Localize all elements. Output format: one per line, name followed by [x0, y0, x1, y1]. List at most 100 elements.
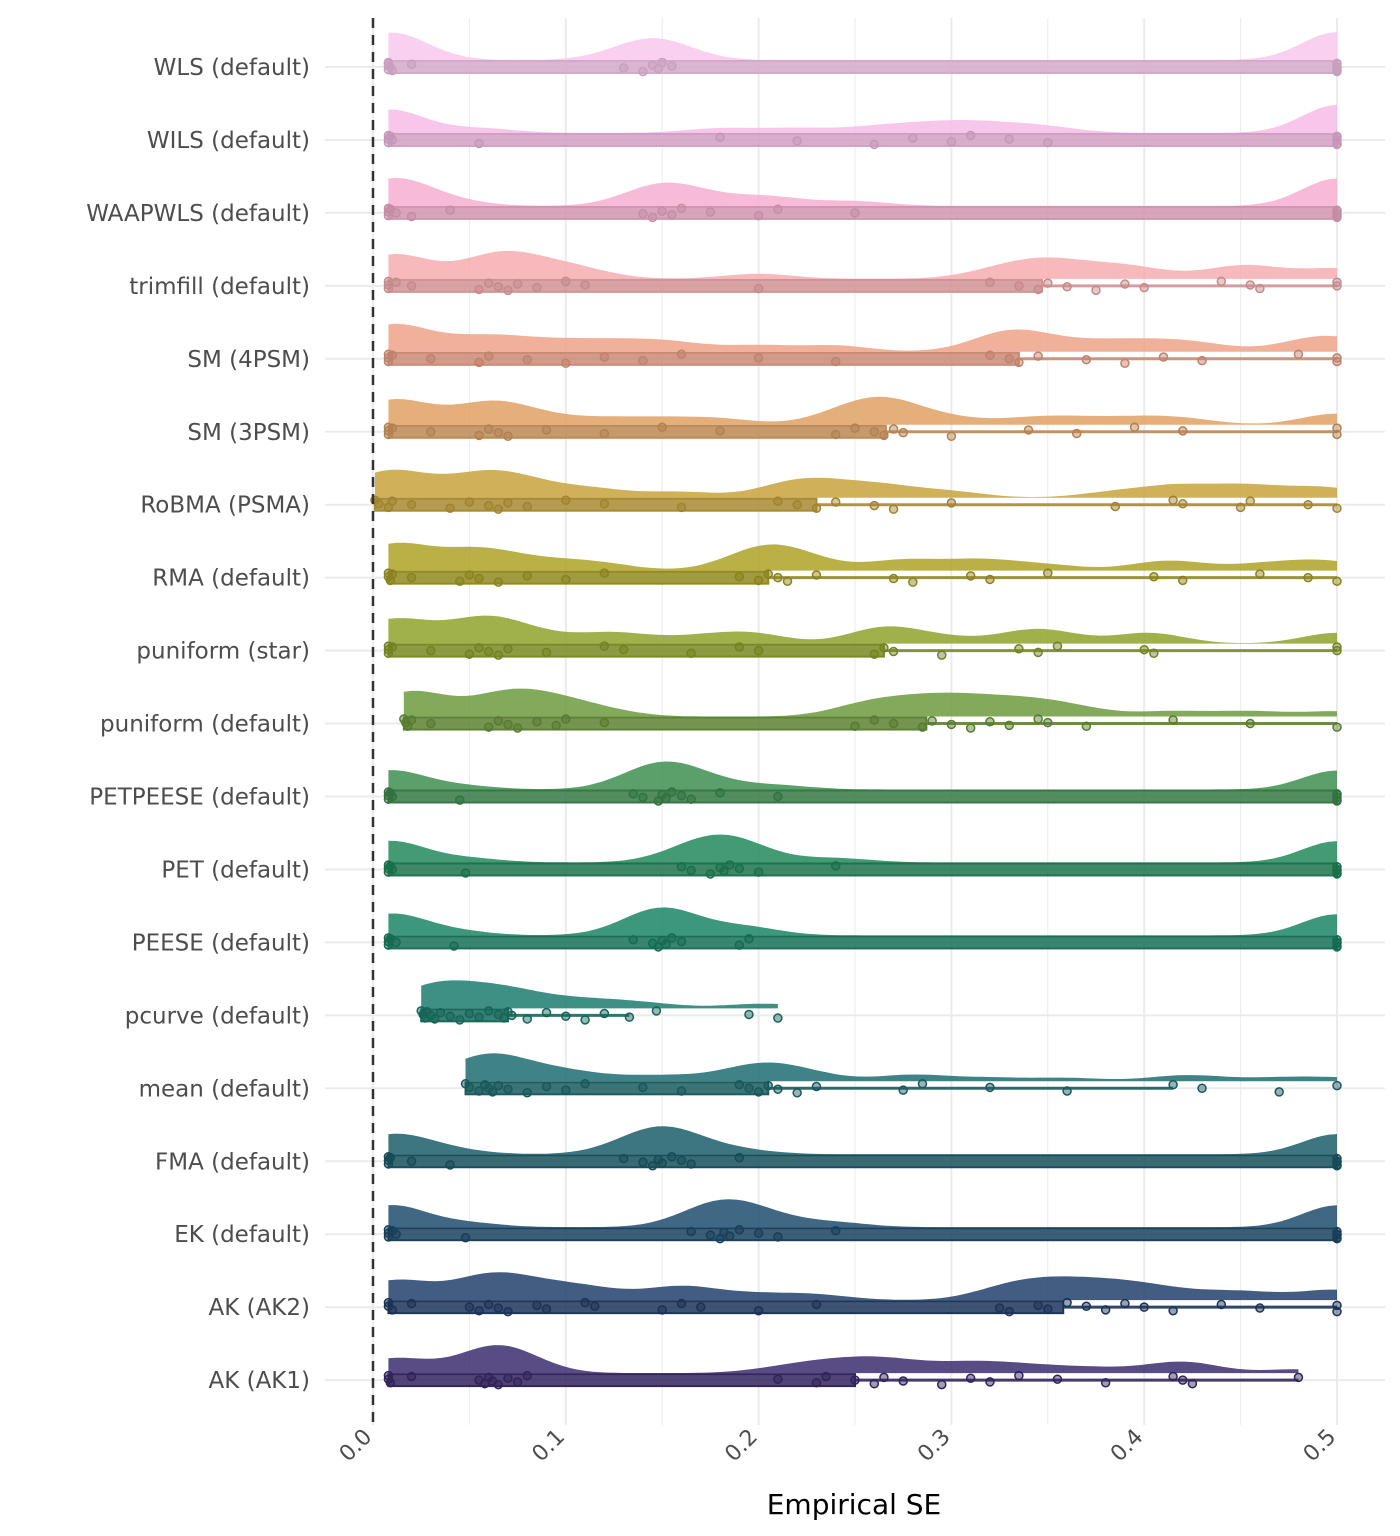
- data-point: [773, 496, 783, 506]
- data-point: [869, 139, 880, 150]
- x-tick-label: 0.1: [528, 1425, 570, 1467]
- data-point: [753, 645, 764, 656]
- data-point: [965, 723, 976, 733]
- data-point: [1043, 137, 1053, 148]
- density-half-violin: [388, 761, 1337, 790]
- y-axis-label: mean (default): [139, 1076, 310, 1102]
- data-point: [406, 1371, 417, 1382]
- data-point: [1332, 423, 1342, 433]
- data-point: [657, 57, 667, 68]
- data-point: [522, 1088, 532, 1098]
- data-point: [705, 869, 716, 879]
- data-point: [753, 1306, 764, 1316]
- data-point: [696, 1302, 706, 1312]
- data-point: [734, 863, 745, 874]
- data-point: [1216, 1299, 1227, 1310]
- data-point: [1120, 358, 1130, 369]
- data-point: [1033, 351, 1043, 361]
- data-point: [483, 351, 494, 361]
- data-point: [1303, 499, 1313, 510]
- data-point: [647, 1161, 658, 1171]
- data-point: [1043, 278, 1053, 288]
- data-point: [387, 65, 398, 76]
- data-point: [449, 941, 459, 951]
- data-point: [1129, 422, 1140, 432]
- data-point: [483, 278, 494, 288]
- data-point: [676, 862, 687, 872]
- data-point: [512, 1377, 523, 1387]
- data-point: [493, 1303, 504, 1313]
- density-half-violin: [388, 396, 1337, 425]
- data-point: [1014, 644, 1024, 654]
- data-point: [551, 720, 561, 731]
- data-point: [1332, 789, 1342, 800]
- data-point: [387, 1305, 398, 1315]
- data-point: [1332, 66, 1342, 77]
- density-half-violin: [388, 1126, 1337, 1155]
- density-half-violin: [388, 907, 1337, 936]
- data-point: [493, 1080, 504, 1091]
- density-half-violin: [388, 834, 1337, 863]
- data-point: [715, 426, 725, 436]
- data-point: [946, 719, 957, 730]
- data-point: [985, 574, 995, 585]
- data-point: [734, 642, 745, 652]
- iqr-box: [373, 497, 818, 512]
- data-point: [1043, 568, 1053, 578]
- data-point: [503, 719, 513, 730]
- data-point: [387, 642, 398, 652]
- data-point: [1149, 648, 1159, 659]
- data-point: [474, 284, 484, 295]
- data-point: [686, 865, 696, 876]
- data-point: [1245, 496, 1255, 506]
- data-point: [493, 716, 504, 726]
- data-point: [1004, 720, 1014, 731]
- data-point: [561, 358, 571, 369]
- data-point: [888, 573, 899, 584]
- data-point: [1197, 1083, 1207, 1094]
- data-point: [599, 499, 610, 509]
- data-point: [474, 430, 484, 441]
- data-point: [464, 570, 475, 580]
- data-point: [773, 572, 783, 583]
- data-point: [946, 498, 957, 508]
- data-point: [898, 427, 908, 438]
- density-half-violin: [388, 177, 1337, 206]
- data-point: [1293, 1372, 1304, 1383]
- data-point: [773, 1374, 783, 1384]
- data-point: [1004, 134, 1014, 144]
- density-half-violin: [388, 250, 1337, 279]
- data-point: [618, 1153, 629, 1164]
- density-half-violin: [388, 1272, 1337, 1301]
- data-point: [667, 61, 677, 71]
- data-point: [811, 1378, 822, 1388]
- y-axis-label: PEESE (default): [132, 930, 310, 956]
- data-point: [869, 500, 880, 511]
- data-point: [1033, 1300, 1043, 1311]
- data-point: [705, 1230, 716, 1240]
- data-point: [1168, 1371, 1178, 1382]
- data-point: [830, 429, 841, 440]
- data-point: [917, 722, 928, 732]
- data-point: [599, 641, 610, 651]
- data-point: [724, 1231, 735, 1241]
- data-point: [773, 1232, 783, 1242]
- data-point: [888, 504, 899, 514]
- data-point: [1004, 354, 1014, 364]
- density-half-violin: [421, 980, 778, 1009]
- data-point: [580, 280, 590, 290]
- data-point: [1110, 501, 1121, 512]
- data-point: [493, 427, 504, 438]
- data-point: [1332, 645, 1342, 656]
- data-point: [1255, 283, 1265, 294]
- data-point: [1332, 1300, 1342, 1311]
- data-point: [406, 572, 417, 583]
- iqr-box: [387, 1373, 856, 1388]
- data-point: [503, 498, 513, 508]
- x-tick-label: 0.4: [1106, 1425, 1148, 1467]
- iqr-box: [402, 716, 928, 731]
- cloud-group: [399, 688, 1342, 733]
- data-point: [503, 644, 513, 654]
- data-point: [387, 791, 398, 802]
- data-point: [1033, 714, 1043, 724]
